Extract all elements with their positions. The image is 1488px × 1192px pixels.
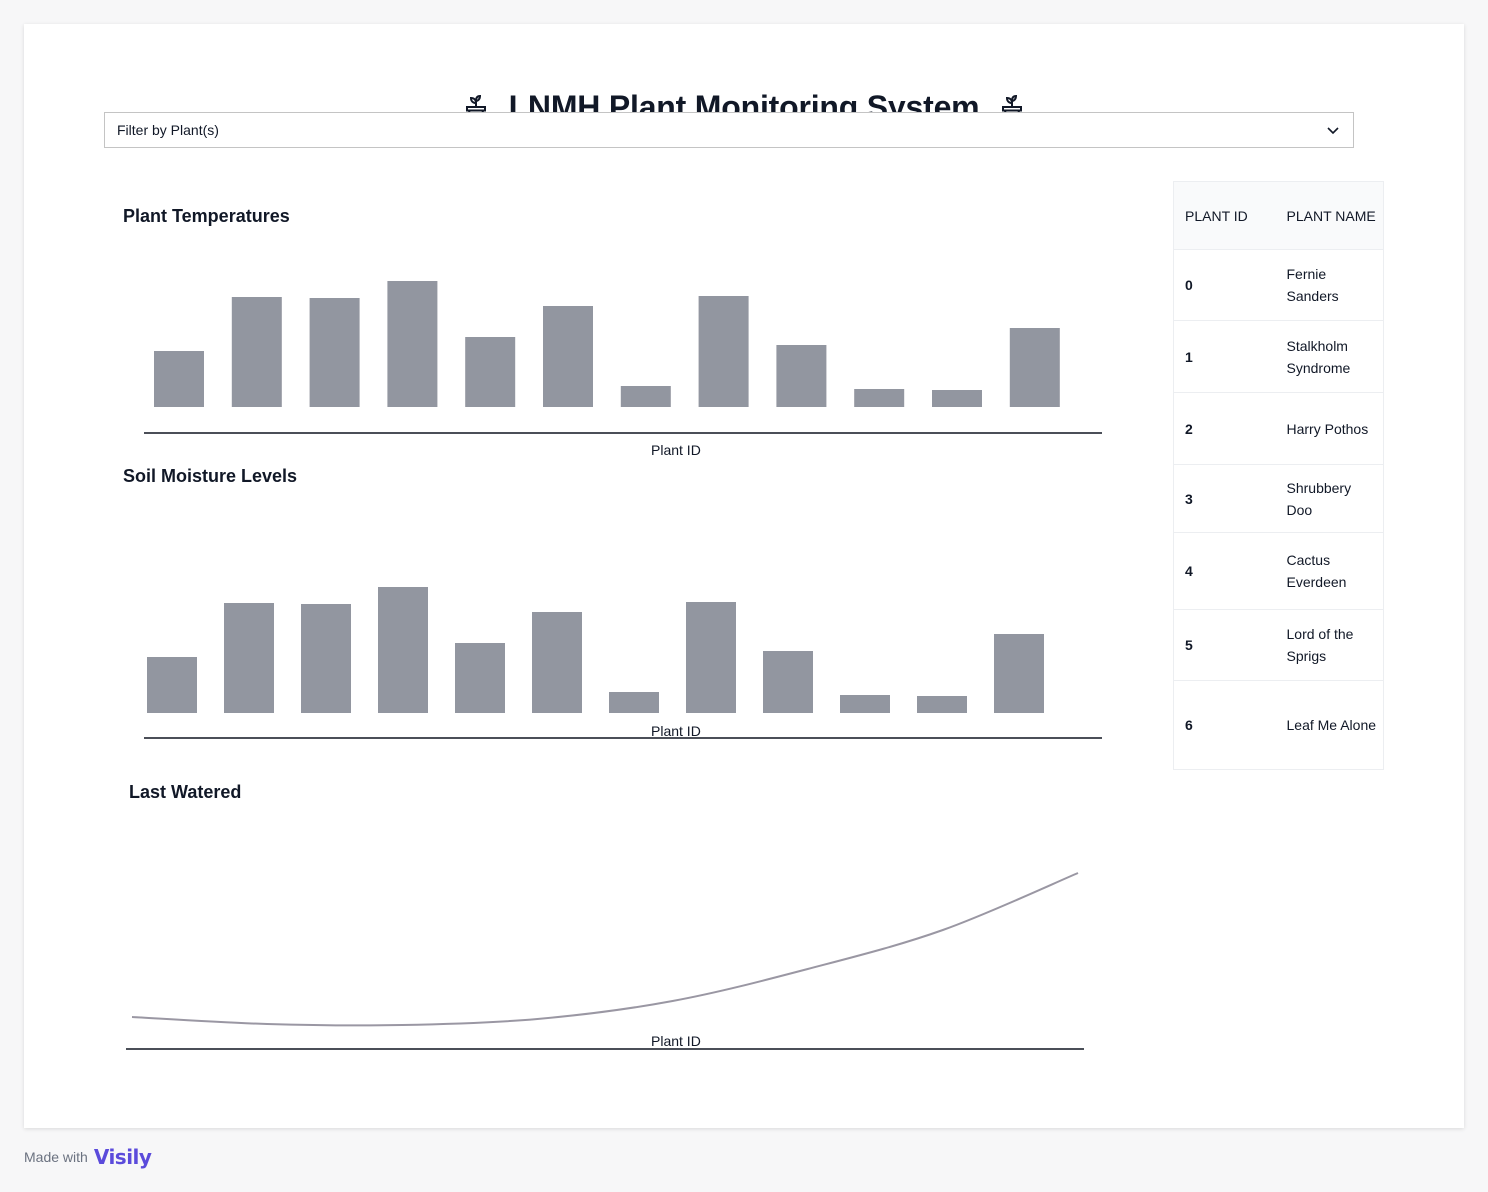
bar[interactable] [378,587,428,713]
table-row[interactable]: 1 Stalkholm Syndrome [1174,321,1383,393]
plant-id-cell: 0 [1185,277,1193,293]
temperature-x-axis-label: Plant ID [651,442,701,458]
bar[interactable] [147,657,197,713]
plant-name-cell: Shrubbery Doo [1286,479,1352,518]
watered-chart-plot [126,872,1084,1050]
plant-id-cell: 6 [1185,717,1193,733]
bar[interactable] [686,602,736,713]
bar[interactable] [387,281,438,407]
bar[interactable] [532,612,582,713]
plant-id-cell: 2 [1185,420,1193,437]
bar[interactable] [698,296,749,407]
moisture-x-axis-label: Plant ID [651,723,701,739]
bar[interactable] [301,604,351,713]
watered-chart-title: Last Watered [129,782,242,802]
series-line[interactable] [131,872,1079,1027]
bar[interactable] [154,351,204,407]
plant-filter-select[interactable]: Filter by Plant(s) [104,112,1354,148]
plant-name-cell: Stalkholm Syndrome [1286,337,1351,376]
bar[interactable] [543,306,593,407]
table-row[interactable]: 2 Harry Pothos [1174,393,1383,465]
bar[interactable] [620,386,671,407]
bar[interactable] [932,390,982,407]
table-row[interactable]: 0 Fernie Sanders [1174,250,1383,321]
bar[interactable] [224,603,274,713]
watered-x-axis-label: Plant ID [651,1033,701,1049]
bar[interactable] [465,337,516,407]
plant-name-cell: Leaf Me Alone [1286,717,1377,733]
plant-filter-label: Filter by Plant(s) [117,122,219,138]
moisture-chart-title: Soil Moisture Levels [123,466,298,486]
dashboard-card: LNMH Plant Monitoring System Filter by P… [24,24,1464,1128]
bar[interactable] [776,345,827,407]
bar[interactable] [917,696,967,713]
plant-name-cell: Harry Pothos [1286,420,1369,437]
plant-name-cell: Lord of the Sprigs [1286,626,1354,664]
chevron-down-icon[interactable] [1327,122,1339,138]
temperature-chart-title: Plant Temperatures [123,206,290,226]
plant-name-cell: Cactus Everdeen [1286,552,1347,590]
plant-id-cell: 5 [1185,637,1193,653]
watered-chart: Last Watered Plant ID [119,776,1119,1056]
bar[interactable] [763,651,813,713]
moisture-chart: Soil Moisture Levels Plant ID [119,460,1119,740]
bar[interactable] [1009,328,1060,407]
made-with-label: Made with [24,1149,88,1165]
bar[interactable] [840,695,890,713]
table-row[interactable]: 4 Cactus Everdeen [1174,533,1383,610]
plant-id-cell: 3 [1185,490,1193,507]
plant-id-cell: 1 [1185,348,1193,365]
plant-name-cell: Fernie Sanders [1286,266,1339,304]
bar[interactable] [609,692,659,713]
temperature-chart: Plant Temperatures Plant ID [119,200,1119,460]
plant-id-cell: 4 [1185,563,1193,579]
table-row[interactable]: 5 Lord of the Sprigs [1174,610,1383,681]
plant-id-column-header[interactable]: PLANT ID [1185,207,1248,224]
bar[interactable] [994,634,1044,713]
made-with-footer[interactable]: Made with Visily [24,1145,152,1169]
bar[interactable] [854,389,905,407]
temperature-chart-plot [144,281,1102,434]
bar[interactable] [231,297,282,407]
moisture-chart-plot [144,587,1102,739]
bar[interactable] [455,643,505,713]
plant-name-column-header[interactable]: PLANT NAME [1286,207,1376,224]
table-row[interactable]: 3 Shrubbery Doo [1174,465,1383,533]
table-row[interactable]: 6 Leaf Me Alone [1174,681,1383,769]
plant-table: PLANT ID PLANT NAME 0 Fernie Sanders 1 S… [1173,181,1384,770]
bar[interactable] [309,298,360,407]
plant-table-header: PLANT ID PLANT NAME [1174,182,1383,250]
visily-logo[interactable]: Visily [93,1145,152,1169]
